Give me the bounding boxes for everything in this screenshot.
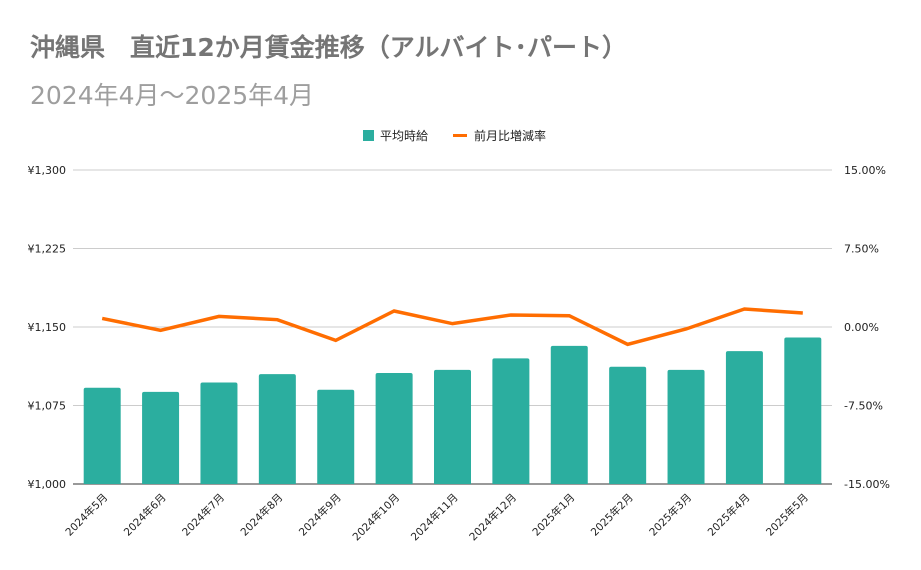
right-tick-label: 15.00% [844, 164, 886, 177]
x-tick-label: 2024年7月 [179, 491, 227, 539]
bar [784, 337, 822, 484]
legend-label: 平均時給 [380, 129, 428, 143]
left-tick-label: ¥1,000 [28, 478, 67, 491]
bar [550, 345, 588, 484]
bar [200, 382, 238, 484]
left-tick-label: ¥1,075 [28, 400, 67, 413]
x-tick-label: 2024年9月 [296, 491, 344, 539]
x-tick-label: 2025年2月 [588, 491, 636, 539]
right-tick-label: 0.00% [844, 321, 879, 334]
left-tick-label: ¥1,300 [28, 164, 67, 177]
x-tick-label: 2024年11月 [408, 491, 460, 543]
chart-subtitle: 2024年4月～2025年4月 [30, 81, 315, 110]
x-tick-label: 2025年3月 [646, 491, 694, 539]
bar [142, 391, 180, 484]
left-tick-label: ¥1,225 [28, 243, 67, 256]
legend-label: 前月比増減率 [474, 128, 546, 143]
bar [609, 366, 647, 484]
right-tick-label: -7.50% [844, 400, 883, 413]
bar [667, 369, 705, 484]
x-tick-label: 2024年12月 [467, 491, 519, 543]
x-tick-label: 2024年10月 [350, 491, 402, 543]
x-tick-label: 2024年5月 [63, 491, 111, 539]
x-tick-label: 2025年1月 [530, 491, 578, 539]
chart-title: 沖縄県 直近12か月賃金推移（アルバイト･パート） [30, 33, 628, 62]
left-tick-label: ¥1,150 [28, 321, 67, 334]
legend-swatch-bar [363, 130, 374, 141]
right-tick-label: -15.00% [844, 478, 890, 491]
bar [375, 373, 413, 484]
right-tick-label: 7.50% [844, 243, 879, 256]
x-tick-label: 2025年4月 [705, 491, 753, 539]
x-tick-label: 2025年5月 [763, 491, 811, 539]
bar [434, 369, 471, 484]
bar [258, 374, 296, 484]
bar [317, 389, 355, 484]
legend: 平均時給 前月比増減率 [363, 128, 546, 143]
bar [83, 387, 121, 484]
bar [725, 351, 763, 484]
bar [492, 358, 530, 484]
x-tick-label: 2024年8月 [238, 491, 286, 539]
x-tick-label: 2024年6月 [121, 491, 169, 539]
